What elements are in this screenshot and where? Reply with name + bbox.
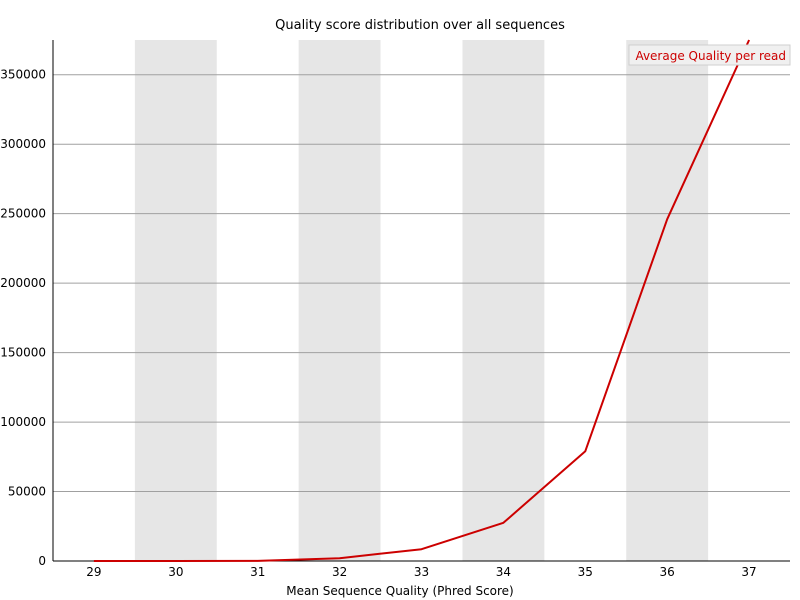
y-tick-label: 200000 xyxy=(0,276,46,290)
x-tick-label: 31 xyxy=(250,565,265,579)
background-band xyxy=(298,40,381,561)
x-axis-label: Mean Sequence Quality (Phred Score) xyxy=(286,584,514,598)
x-tick-label: 33 xyxy=(414,565,429,579)
x-tick-label: 35 xyxy=(578,565,593,579)
background-band xyxy=(134,40,217,561)
legend: Average Quality per read xyxy=(628,44,791,66)
series-line xyxy=(93,39,751,562)
gridlines xyxy=(53,74,790,493)
y-tick-label: 300000 xyxy=(0,137,46,151)
x-tick-label: 37 xyxy=(741,565,756,579)
y-tick-label: 0 xyxy=(38,554,46,568)
y-tick-label: 100000 xyxy=(0,415,46,429)
y-tick-label: 350000 xyxy=(0,68,46,82)
x-tick-label: 36 xyxy=(660,565,675,579)
y-tick-labels: 0 50000 100000 150000 200000 250000 300000 3500… xyxy=(0,68,46,568)
series-lines xyxy=(93,39,751,562)
y-tick-label: 150000 xyxy=(0,346,46,360)
plot-bands xyxy=(134,40,709,561)
background-band xyxy=(462,40,545,561)
x-tick-label: 29 xyxy=(86,565,101,579)
chart-title: Quality score distribution over all sequ… xyxy=(275,18,565,33)
x-tick-labels: 29 30 31 32 33 34 35 36 37 xyxy=(86,565,756,579)
y-tick-label: 250000 xyxy=(0,207,46,221)
x-tick-label: 30 xyxy=(168,565,183,579)
x-tick-label: 34 xyxy=(496,565,511,579)
legend-entry: Average Quality per read xyxy=(635,49,786,63)
legend-box xyxy=(628,44,791,66)
x-tick-label: 32 xyxy=(332,565,347,579)
y-tick-label: 50000 xyxy=(8,485,46,499)
background-band xyxy=(626,40,709,561)
